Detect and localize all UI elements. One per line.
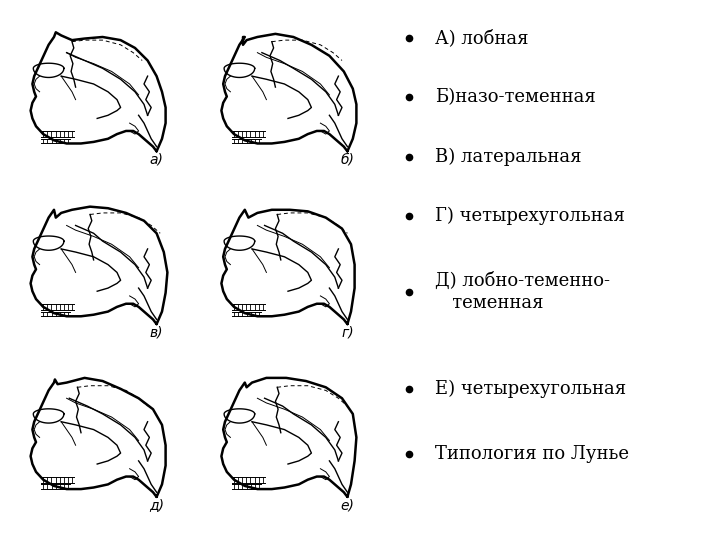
Text: д): д) [149,498,164,512]
Text: Е) четырехугольная: Е) четырехугольная [435,380,626,398]
Text: Г) четырехугольная: Г) четырехугольная [435,207,625,225]
Text: б): б) [341,153,354,167]
Text: г): г) [341,326,354,340]
Text: Д) лобно-теменно-
   теменная: Д) лобно-теменно- теменная [435,272,610,312]
Text: в): в) [150,326,163,340]
Text: Б)назо-теменная: Б)назо-теменная [435,88,596,106]
Text: а): а) [150,153,163,167]
Text: В) латеральная: В) латеральная [435,147,582,166]
Text: Типология по Лунье: Типология по Лунье [435,444,629,463]
Text: е): е) [341,498,354,512]
Text: А) лобная: А) лобная [435,29,528,47]
